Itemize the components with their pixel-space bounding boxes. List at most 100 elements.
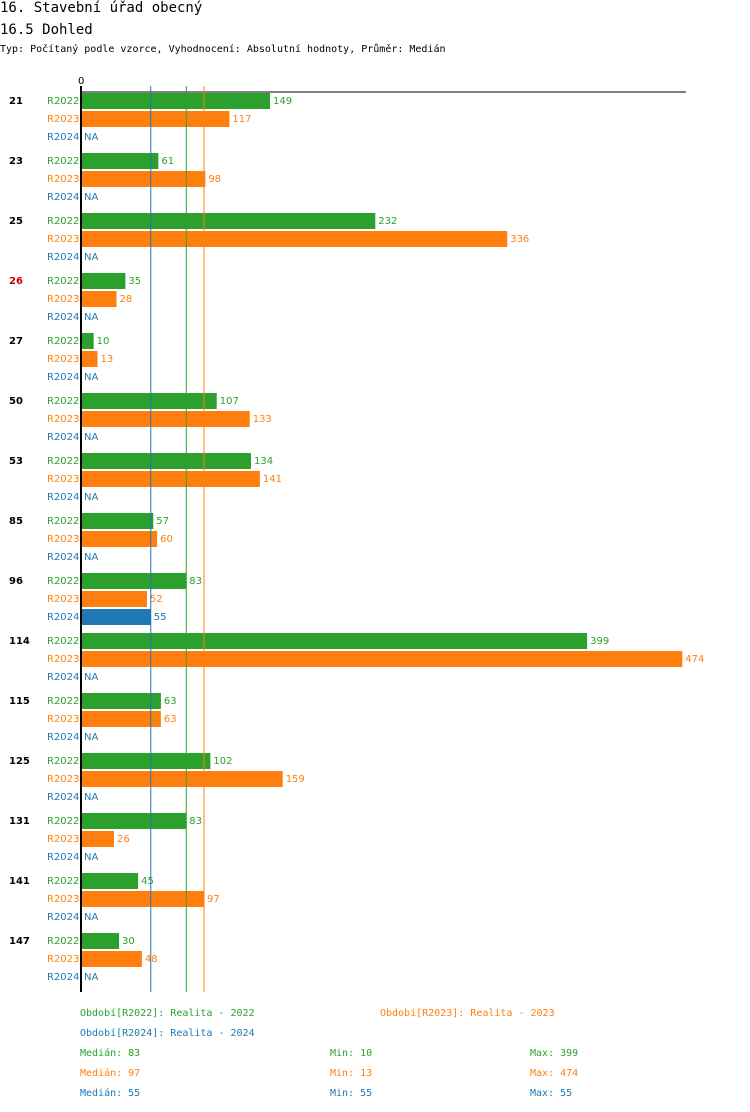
- series-label-R2022-115: R2022: [47, 696, 79, 707]
- value-label-R2023-115: 63: [164, 714, 177, 725]
- series-label-R2024-21: R2024: [47, 132, 79, 143]
- value-label-R2022-131: 83: [189, 816, 202, 827]
- category-label-115: 115: [9, 696, 30, 707]
- value-label-R2023-96: 52: [150, 594, 163, 605]
- na-label-R2024-115: NA: [84, 732, 98, 743]
- value-label-R2023-23: 98: [208, 174, 221, 185]
- na-label-R2024-50: NA: [84, 432, 98, 443]
- series-label-R2024-26: R2024: [47, 312, 79, 323]
- category-label-25: 25: [9, 216, 23, 227]
- bar-R2022-141: [81, 873, 139, 889]
- bar-R2022-114: [81, 633, 588, 649]
- category-label-23: 23: [9, 156, 23, 167]
- legend-period-r2022: Období[R2022]: Realita - 2022: [80, 1008, 255, 1019]
- bar-R2023-125: [81, 771, 283, 787]
- bar-R2023-147: [81, 951, 142, 967]
- category-label-96: 96: [9, 576, 23, 587]
- series-label-R2022-141: R2022: [47, 876, 79, 887]
- series-label-R2024-131: R2024: [47, 852, 79, 863]
- bar-R2023-21: [81, 111, 230, 127]
- series-label-R2023-96: R2023: [47, 594, 79, 605]
- bar-R2022-21: [81, 93, 271, 109]
- category-label-53: 53: [9, 456, 23, 467]
- value-label-R2022-114: 399: [590, 636, 609, 647]
- bar-R2022-27: [81, 333, 94, 349]
- series-label-R2023-125: R2023: [47, 774, 79, 785]
- series-label-R2022-96: R2022: [47, 576, 79, 587]
- bar-R2022-23: [81, 153, 159, 169]
- bar-R2023-53: [81, 471, 260, 487]
- series-label-R2023-21: R2023: [47, 114, 79, 125]
- series-label-R2024-53: R2024: [47, 492, 79, 503]
- value-label-R2022-115: 63: [164, 696, 177, 707]
- value-label-R2022-53: 134: [254, 456, 273, 467]
- category-label-125: 125: [9, 756, 30, 767]
- bar-R2022-147: [81, 933, 120, 949]
- value-label-R2022-141: 45: [141, 876, 154, 887]
- series-label-R2022-147: R2022: [47, 936, 79, 947]
- value-label-R2022-125: 102: [213, 756, 232, 767]
- series-label-R2022-85: R2022: [47, 516, 79, 527]
- stat-median-r2024: Medián: 55: [80, 1088, 141, 1099]
- category-label-131: 131: [9, 816, 30, 827]
- series-label-R2022-125: R2022: [47, 756, 79, 767]
- bar-R2022-96: [81, 573, 187, 589]
- bar-R2022-25: [81, 213, 376, 229]
- value-label-R2022-147: 30: [122, 936, 135, 947]
- stat-min-r2024: Min: 55: [330, 1088, 373, 1099]
- series-label-R2022-114: R2022: [47, 636, 79, 647]
- legend-period-r2024: Období[R2024]: Realita - 2024: [80, 1028, 255, 1039]
- na-label-R2024-21: NA: [84, 132, 98, 143]
- bar-R2023-141: [81, 891, 205, 907]
- value-label-R2022-85: 57: [156, 516, 169, 527]
- stat-median-r2022: Medián: 83: [80, 1048, 141, 1059]
- series-label-R2024-23: R2024: [47, 192, 79, 203]
- stat-median-r2023: Medián: 97: [80, 1068, 141, 1079]
- section-title: 16.5 Dohled: [0, 22, 93, 38]
- bar-R2024-96: [81, 609, 151, 625]
- na-label-R2024-131: NA: [84, 852, 98, 863]
- category-label-27: 27: [9, 336, 23, 347]
- series-label-R2024-25: R2024: [47, 252, 79, 263]
- value-label-R2024-96: 55: [154, 612, 167, 623]
- series-label-R2023-114: R2023: [47, 654, 79, 665]
- value-label-R2023-141: 97: [207, 894, 220, 905]
- x-axis-zero-label: 0: [78, 76, 84, 87]
- series-label-R2024-125: R2024: [47, 792, 79, 803]
- bar-R2022-50: [81, 393, 217, 409]
- value-label-R2022-21: 149: [273, 96, 292, 107]
- stat-max-r2022: Max: 399: [530, 1048, 579, 1059]
- series-label-R2023-26: R2023: [47, 294, 79, 305]
- page-title: 16. Stavební úřad obecný: [0, 0, 203, 16]
- series-label-R2022-25: R2022: [47, 216, 79, 227]
- category-label-114: 114: [9, 636, 30, 647]
- value-label-R2023-25: 336: [510, 234, 529, 245]
- bar-R2022-125: [81, 753, 211, 769]
- series-label-R2022-21: R2022: [47, 96, 79, 107]
- category-label-147: 147: [9, 936, 30, 947]
- value-label-R2023-50: 133: [253, 414, 272, 425]
- category-label-50: 50: [9, 396, 23, 407]
- value-label-R2023-27: 13: [100, 354, 113, 365]
- value-label-R2023-53: 141: [263, 474, 282, 485]
- stat-min-r2022: Min: 10: [330, 1048, 373, 1059]
- series-label-R2023-115: R2023: [47, 714, 79, 725]
- bar-R2022-131: [81, 813, 187, 829]
- bar-R2022-115: [81, 693, 161, 709]
- bar-R2023-131: [81, 831, 114, 847]
- series-label-R2023-85: R2023: [47, 534, 79, 545]
- na-label-R2024-141: NA: [84, 912, 98, 923]
- stat-max-r2024: Max: 55: [530, 1088, 573, 1099]
- bar-R2023-50: [81, 411, 250, 427]
- series-label-R2022-50: R2022: [47, 396, 79, 407]
- series-label-R2024-114: R2024: [47, 672, 79, 683]
- bar-R2023-115: [81, 711, 161, 727]
- na-label-R2024-85: NA: [84, 552, 98, 563]
- na-label-R2024-27: NA: [84, 372, 98, 383]
- series-label-R2022-53: R2022: [47, 456, 79, 467]
- category-label-21: 21: [9, 96, 23, 107]
- value-label-R2022-27: 10: [97, 336, 110, 347]
- category-label-26: 26: [9, 276, 23, 287]
- bar-R2023-114: [81, 651, 683, 667]
